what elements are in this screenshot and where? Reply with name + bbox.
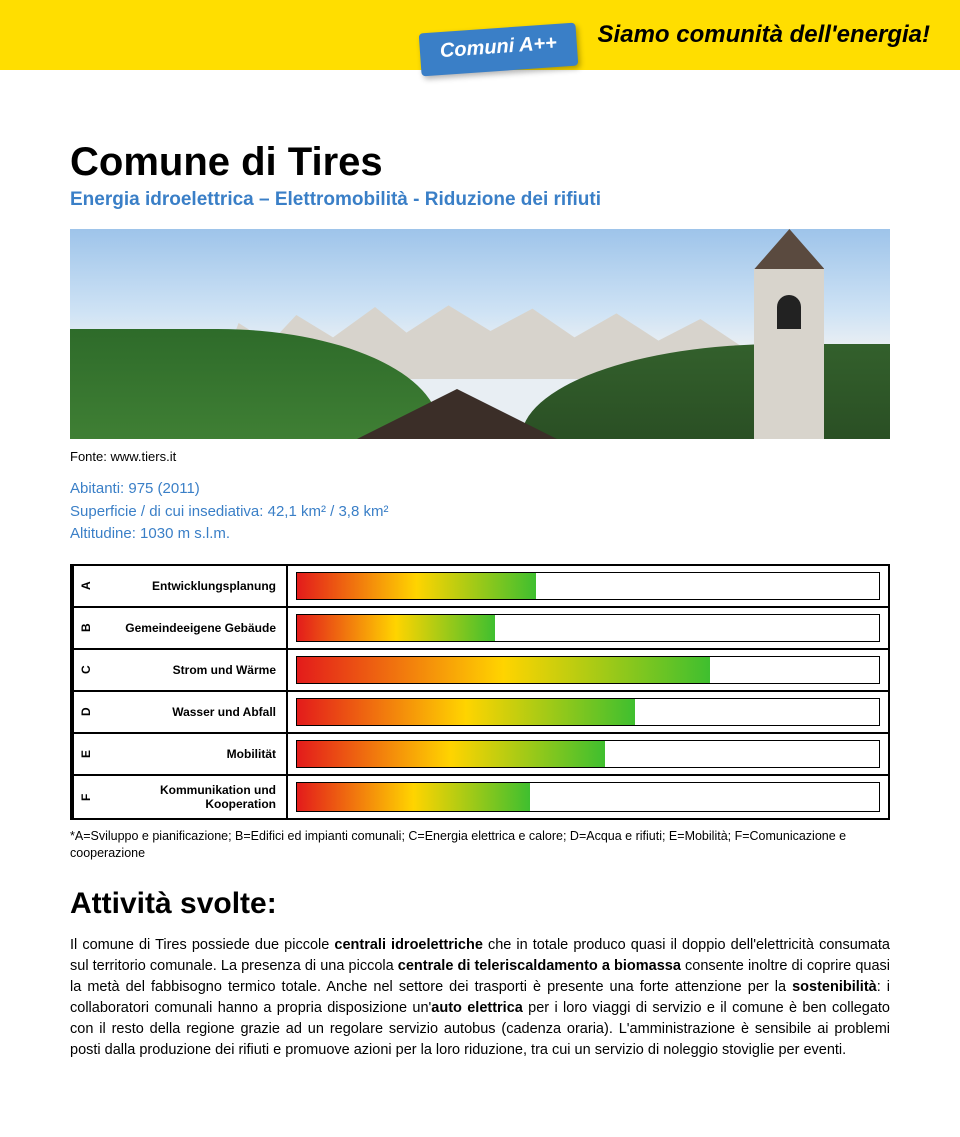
- hero-photo: [70, 229, 890, 439]
- meta-altitudine: Altitudine: 1030 m s.l.m.: [70, 523, 890, 546]
- chart-row-label: Wasser und Abfall: [98, 692, 288, 732]
- chart-row-label: Gemeindeeigene Gebäude: [98, 608, 288, 648]
- bold-sostenibilita: sostenibilità: [792, 979, 877, 995]
- body-span: Il comune di Tires possiede due piccole: [70, 937, 334, 953]
- chart-bar-track: [296, 782, 880, 812]
- chart-row: DWasser und Abfall: [72, 692, 888, 734]
- chart-bar-cell: [288, 650, 888, 690]
- chart-bar-cell: [288, 734, 888, 774]
- activities-heading: Attività svolte:: [70, 887, 890, 921]
- chart-row: EMobilität: [72, 734, 888, 776]
- chart-row: BGemeindeeigene Gebäude: [72, 608, 888, 650]
- tower-window: [777, 295, 801, 329]
- meta-block: Abitanti: 975 (2011) Superficie / di cui…: [70, 478, 890, 546]
- chart-row: CStrom und Wärme: [72, 650, 888, 692]
- bold-centrale-tele: centrale di teleriscaldamento a biomassa: [398, 958, 681, 974]
- chart-bar-cell: [288, 776, 888, 818]
- page-content: Comune di Tires Energia idroelettrica – …: [0, 70, 960, 1081]
- chart-row-label: Kommunikation und Kooperation: [98, 776, 288, 818]
- chart-row-letter: C: [72, 650, 98, 690]
- chart-bar-track: [296, 572, 880, 600]
- indicators-chart: AEntwicklungsplanungBGemeindeeigene Gebä…: [70, 564, 890, 820]
- chart-bar-cell: [288, 608, 888, 648]
- chart-bar-track: [296, 656, 880, 684]
- chart-row-label: Entwicklungsplanung: [98, 566, 288, 606]
- chart-row-label: Strom und Wärme: [98, 650, 288, 690]
- banner-slogan: Siamo comunità dell'energia!: [598, 21, 930, 49]
- chart-row-letter: E: [72, 734, 98, 774]
- chart-bar-track: [296, 740, 880, 768]
- chart-row-label: Mobilität: [98, 734, 288, 774]
- chart-row-letter: B: [72, 608, 98, 648]
- chart-bar-cell: [288, 566, 888, 606]
- page-title: Comune di Tires: [70, 140, 890, 185]
- chart-bar-fill: [297, 741, 605, 767]
- chart-row: FKommunikation und Kooperation: [72, 776, 888, 818]
- body-paragraph: Il comune di Tires possiede due piccole …: [70, 935, 890, 1061]
- bold-auto-elettrica: auto elettrica: [431, 1000, 523, 1016]
- chart-row: AEntwicklungsplanung: [72, 566, 888, 608]
- page-subtitle: Energia idroelettrica – Elettromobilità …: [70, 189, 890, 211]
- chart-bar-track: [296, 698, 880, 726]
- chart-row-letter: A: [72, 566, 98, 606]
- chart-bar-cell: [288, 692, 888, 732]
- chart-bar-fill: [297, 573, 536, 599]
- chart-bar-fill: [297, 657, 710, 683]
- bold-centrali: centrali idroelettriche: [334, 937, 483, 953]
- chart-legend: *A=Sviluppo e pianificazione; B=Edifici …: [70, 828, 890, 863]
- chart-bar-track: [296, 614, 880, 642]
- chart-row-letter: D: [72, 692, 98, 732]
- photo-caption: Fonte: www.tiers.it: [70, 449, 890, 464]
- comuni-badge: Comuni A++: [419, 22, 579, 76]
- meta-superficie: Superficie / di cui insediativa: 42,1 km…: [70, 501, 890, 524]
- chart-bar-fill: [297, 615, 495, 641]
- chart-bar-fill: [297, 783, 530, 811]
- chart-row-letter: F: [72, 776, 98, 818]
- meta-abitanti: Abitanti: 975 (2011): [70, 478, 890, 501]
- chart-bar-fill: [297, 699, 635, 725]
- top-banner: Comuni A++ Siamo comunità dell'energia!: [0, 0, 960, 70]
